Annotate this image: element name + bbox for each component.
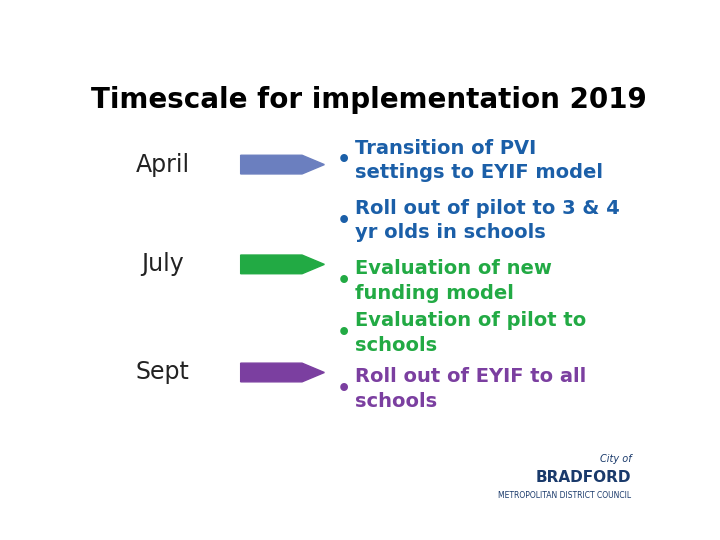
Text: •: • xyxy=(337,379,351,399)
FancyArrow shape xyxy=(240,155,324,174)
Text: Timescale for implementation 2019: Timescale for implementation 2019 xyxy=(91,85,647,113)
Text: •: • xyxy=(337,271,351,291)
Text: •: • xyxy=(337,323,351,343)
Text: Roll out of EYIF to all
schools: Roll out of EYIF to all schools xyxy=(355,368,586,411)
Text: City of: City of xyxy=(600,454,631,464)
Text: BRADFORD: BRADFORD xyxy=(536,470,631,485)
Text: Evaluation of pilot to
schools: Evaluation of pilot to schools xyxy=(355,312,586,355)
Text: Roll out of pilot to 3 & 4
yr olds in schools: Roll out of pilot to 3 & 4 yr olds in sc… xyxy=(355,199,620,242)
Text: •: • xyxy=(337,151,351,171)
Text: Sept: Sept xyxy=(135,361,189,384)
FancyArrow shape xyxy=(240,255,324,274)
Text: Transition of PVI
settings to EYIF model: Transition of PVI settings to EYIF model xyxy=(355,139,603,182)
Text: •: • xyxy=(337,211,351,231)
FancyArrow shape xyxy=(240,363,324,382)
Text: July: July xyxy=(141,252,184,276)
Text: April: April xyxy=(135,153,189,177)
Text: METROPOLITAN DISTRICT COUNCIL: METROPOLITAN DISTRICT COUNCIL xyxy=(498,491,631,500)
Text: Evaluation of new
funding model: Evaluation of new funding model xyxy=(355,259,552,302)
